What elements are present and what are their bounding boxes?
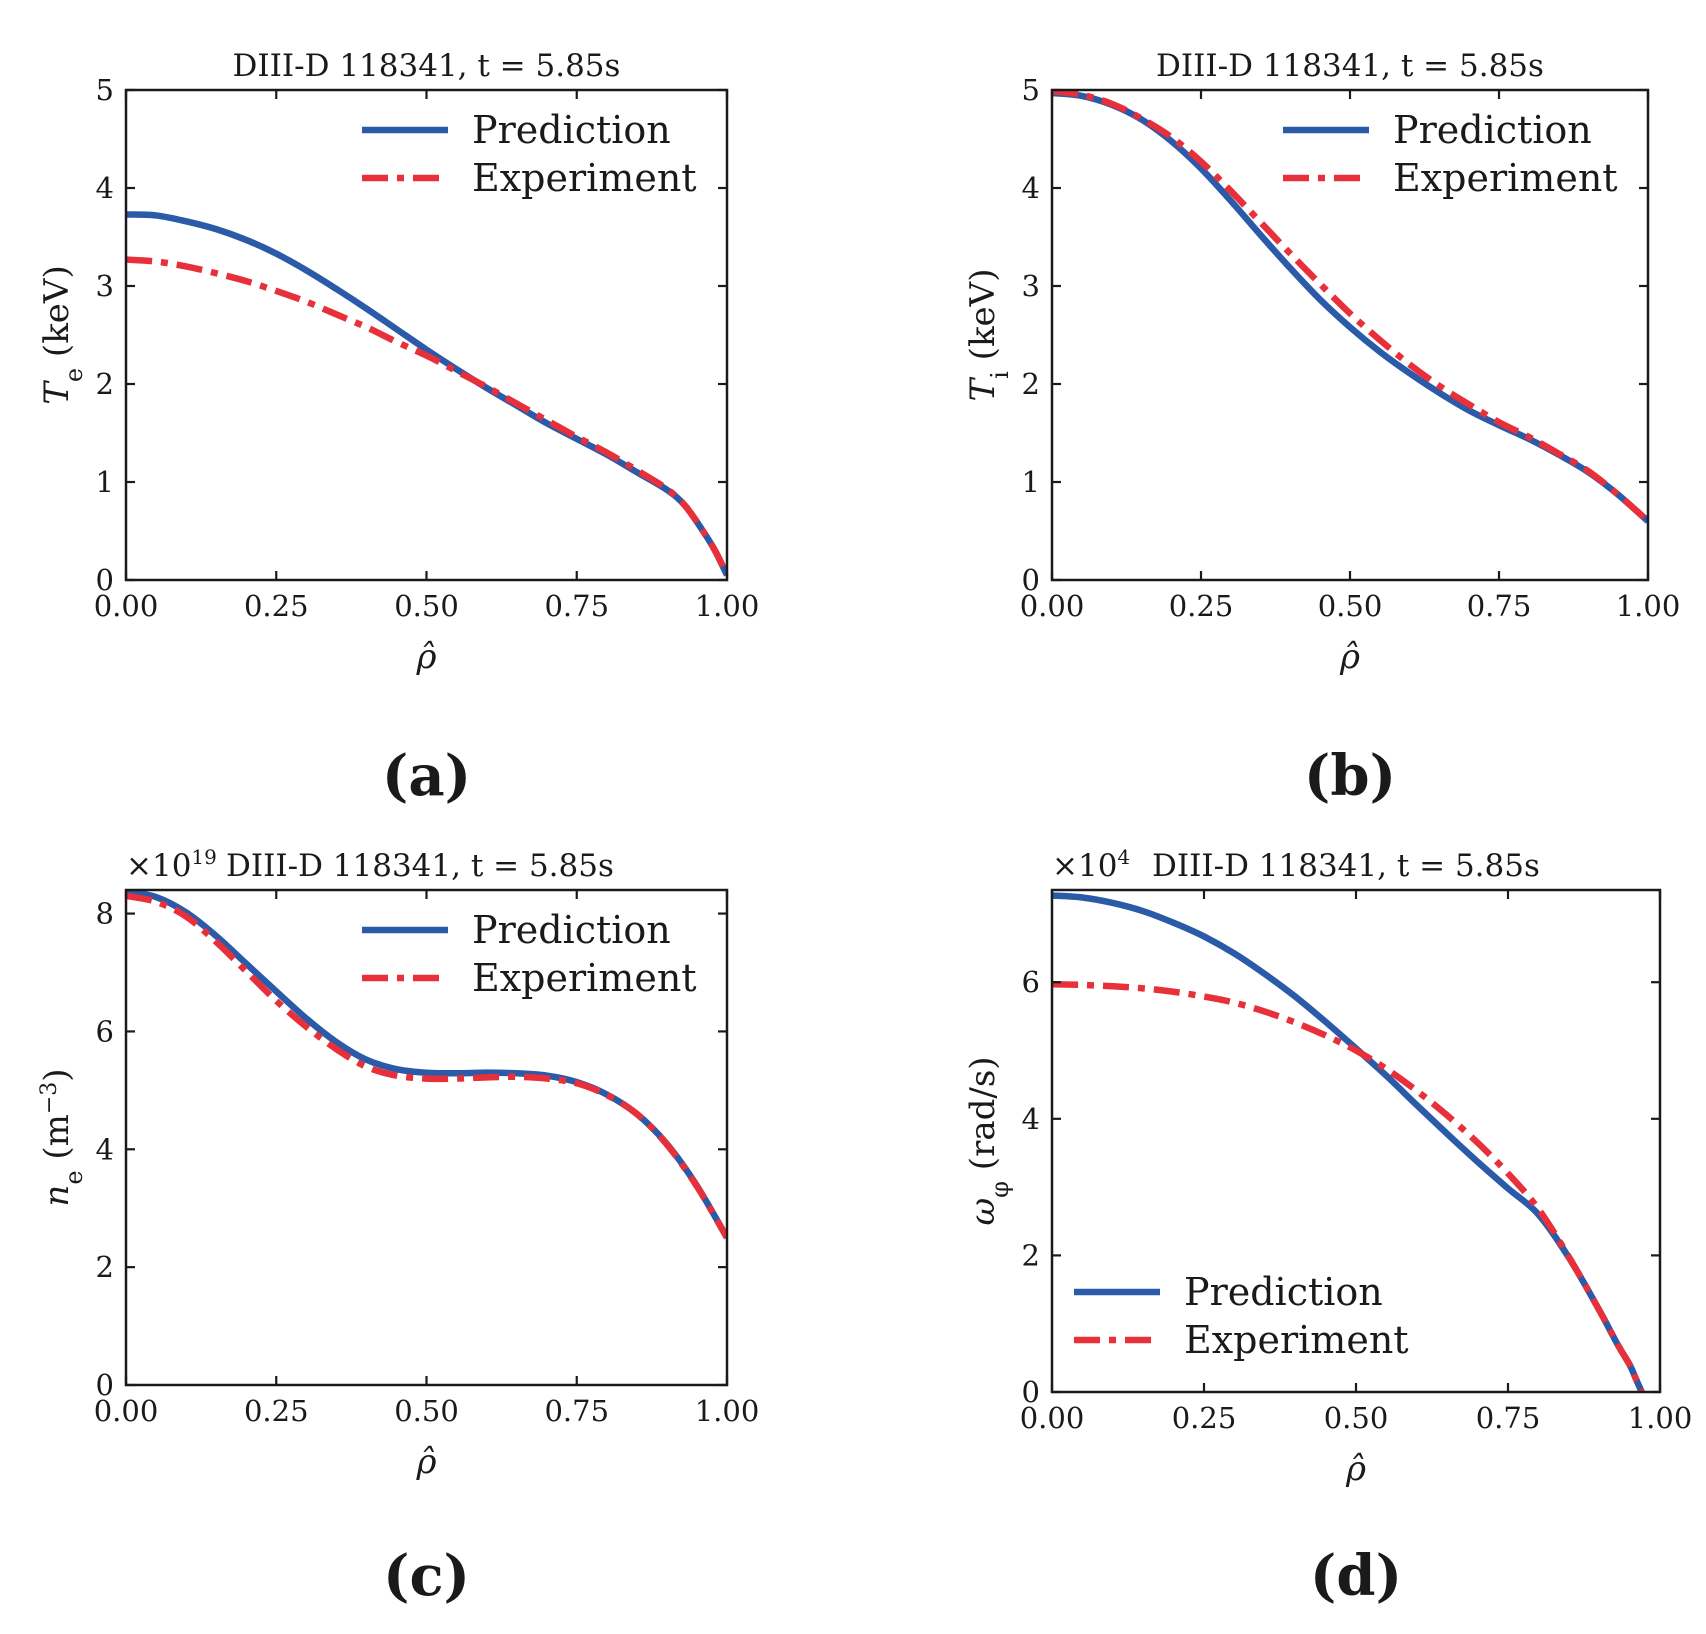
legend-label-prediction: Prediction [1184, 1270, 1383, 1314]
legend-label-prediction: Prediction [472, 908, 671, 952]
series-line-experiment [1052, 981, 1645, 1392]
axis-multiplier: ×1019 [126, 845, 217, 884]
series-group [126, 890, 727, 1240]
y-tick-label: 8 [96, 897, 114, 931]
x-tick-label: 0.50 [1324, 1401, 1389, 1435]
series-group [126, 211, 727, 577]
y-axis-label: Ti (keV) [963, 269, 1014, 402]
x-tick-label: 0.75 [1476, 1401, 1541, 1435]
x-tick-label: 1.00 [1628, 1401, 1693, 1435]
y-axis-label: ωφ (rad/s) [963, 1056, 1014, 1225]
chart-title: DIII-D 118341, t = 5.85s [233, 48, 621, 84]
y-tick-label: 1 [1022, 465, 1040, 499]
y-tick-label: 4 [1022, 171, 1040, 205]
y-tick-label: 2 [96, 1250, 114, 1284]
panel-d: ×104 DIII-D 118341, t = 5.85s 0.00 0.25 0.50… [963, 845, 1692, 1609]
panel-caption: (c) [383, 1543, 470, 1609]
x-tick-label: 0.00 [1020, 1401, 1085, 1435]
y-tick-label: 0 [1022, 1375, 1040, 1409]
legend-label-experiment: Experiment [472, 956, 697, 1000]
x-axis-label: ρ̂ [416, 1442, 437, 1482]
x-tick-label: 0.25 [1169, 589, 1234, 623]
x-tick-label: 0.00 [94, 1394, 159, 1428]
series-line-experiment [126, 256, 727, 577]
y-tick-label: 0 [96, 563, 114, 597]
panel-a: DIII-D 118341, t = 5.85s 0.00 0.25 0.50 0.75… [37, 48, 759, 809]
panel-caption: (b) [1304, 743, 1396, 809]
y-tick-label: 4 [96, 1132, 114, 1166]
y-tick-label: 1 [96, 465, 114, 499]
x-tick-label: 0.50 [1318, 589, 1383, 623]
legend-label-prediction: Prediction [472, 108, 671, 152]
x-tick-label: 0.25 [244, 1394, 309, 1428]
chart-title: DIII-D 118341, t = 5.85s [1156, 48, 1544, 84]
series-line-experiment [1052, 90, 1648, 524]
panel-c: ×1019 DIII-D 118341, t = 5.85s 0.00 0.25 0.5… [37, 845, 760, 1609]
series-group [1052, 892, 1645, 1392]
chart-title: DIII-D 118341, t = 5.85s [226, 848, 614, 884]
y-axis-label: ne (m−3) [37, 1068, 89, 1206]
panel-caption: (d) [1310, 1543, 1402, 1609]
x-tick-label: 1.00 [695, 1394, 760, 1428]
x-tick-label: 1.00 [1616, 589, 1681, 623]
series-line-prediction [126, 211, 727, 577]
panel-caption: (a) [382, 743, 471, 809]
axis-multiplier: ×104 [1052, 845, 1130, 884]
y-tick-label: 0 [1022, 563, 1040, 597]
series-line-experiment [126, 892, 727, 1240]
y-tick-label: 4 [1022, 1102, 1040, 1136]
y-tick-label: 3 [96, 269, 114, 303]
legend-label-experiment: Experiment [1393, 156, 1618, 200]
y-tick-label: 6 [1022, 965, 1040, 999]
x-tick-label: 0.75 [544, 1394, 609, 1428]
x-axis-label: ρ̂ [1345, 1449, 1366, 1489]
series-group [1052, 90, 1648, 524]
legend-label-prediction: Prediction [1393, 108, 1592, 152]
y-axis-label: Te (keV) [37, 265, 88, 405]
x-tick-label: 0.25 [1172, 1401, 1237, 1435]
legend-label-experiment: Experiment [472, 156, 697, 200]
y-tick-label: 0 [96, 1368, 114, 1402]
y-tick-label: 2 [1022, 367, 1040, 401]
x-axis-label: ρ̂ [1339, 637, 1360, 677]
y-tick-label: 6 [96, 1014, 114, 1048]
y-tick-label: 5 [96, 73, 114, 107]
x-tick-label: 0.50 [394, 1394, 459, 1428]
x-tick-label: 0.75 [544, 589, 609, 623]
panel-b: DIII-D 118341, t = 5.85s 0.00 0.25 0.50 0.75… [963, 48, 1680, 809]
x-tick-label: 0.50 [394, 589, 459, 623]
y-tick-label: 3 [1022, 269, 1040, 303]
y-tick-label: 5 [1022, 73, 1040, 107]
y-tick-label: 4 [96, 171, 114, 205]
x-axis-label: ρ̂ [416, 637, 437, 677]
y-tick-label: 2 [96, 367, 114, 401]
y-tick-label: 2 [1022, 1238, 1040, 1272]
x-tick-label: 0.75 [1467, 589, 1532, 623]
x-tick-label: 0.00 [94, 589, 159, 623]
plot-frame [1050, 888, 1662, 1394]
legend-label-experiment: Experiment [1184, 1318, 1409, 1362]
x-tick-label: 0.25 [244, 589, 309, 623]
x-tick-label: 1.00 [695, 589, 760, 623]
x-tick-label: 0.00 [1020, 589, 1085, 623]
chart-title: DIII-D 118341, t = 5.85s [1152, 848, 1540, 884]
